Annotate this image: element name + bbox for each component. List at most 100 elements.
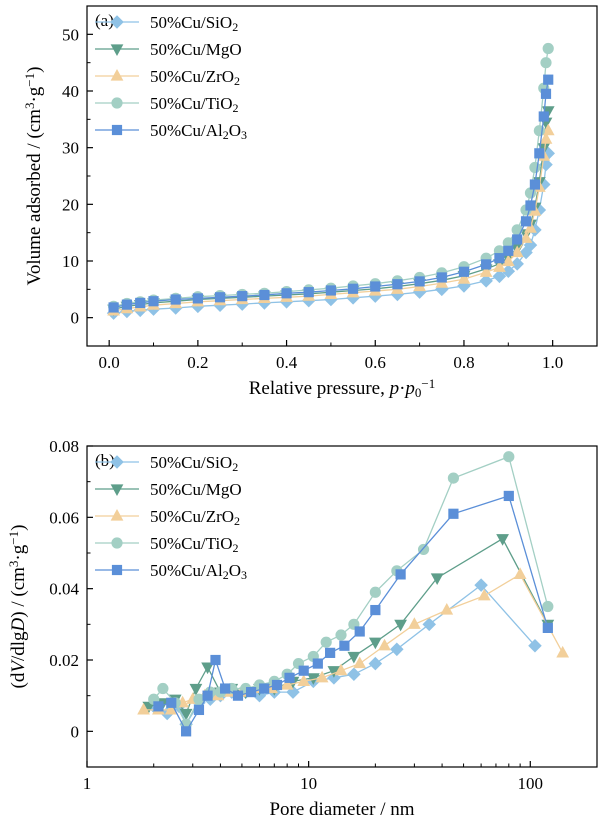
data-point [481,259,492,270]
legend-label: 50%Cu/Al2O3 [150,121,247,142]
data-point [214,292,226,303]
data-point [334,663,348,676]
data-point [368,637,382,650]
legend-marker [110,68,124,81]
legend-marker [111,97,123,109]
x-tick-label: 10 [300,774,317,793]
legend-marker [111,537,123,549]
data-point [414,276,425,287]
legend-marker [111,564,123,576]
data-point [312,658,323,669]
y-tick-label: 0 [71,722,80,741]
data-point [477,588,491,601]
data-point [347,651,361,664]
data-point [192,293,203,304]
data-point [458,266,470,277]
legend-item-2: 50%Cu/ZrO2 [95,67,240,88]
y-axis-title: (dV/dlgD) / (cm3·g−1) [6,525,29,689]
data-point [370,281,381,292]
data-point [520,216,532,227]
legend-label: 50%Cu/TiO2 [150,94,239,115]
data-point [181,726,192,737]
data-point [422,617,436,632]
data-point [354,626,365,637]
data-point [543,74,554,85]
y-tick-label: 0.06 [49,508,79,527]
data-point [417,543,430,556]
data-point [512,234,523,245]
x-tick-label: 100 [518,774,544,793]
y-tick-label: 30 [62,139,79,158]
panel-label: (b) [95,451,115,470]
legend-label: 50%Cu/MgO [150,480,242,499]
data-point [259,289,270,301]
data-point [325,285,337,296]
data-point [525,200,536,211]
data-point [542,42,554,55]
data-point [390,642,404,657]
x-tick-label: 0.8 [453,353,474,372]
series-line [158,495,549,733]
data-point [368,656,383,671]
plot-frame [86,445,598,768]
data-point [538,111,549,122]
data-point [528,638,542,653]
panel-label: (a) [95,11,114,30]
data-point [193,704,205,716]
data-point [297,674,311,686]
data-point [479,274,493,288]
legend-item-2: 50%Cu/ZrO2 [95,507,240,528]
data-point [503,245,514,256]
data-point [540,57,552,69]
data-point [408,617,421,629]
y-tick-label: 0 [71,309,80,328]
legend-marker [110,484,124,497]
data-point [539,132,553,144]
data-point [347,667,361,682]
x-tick-label: 0.6 [365,353,386,372]
data-point [493,260,506,272]
data-point [542,622,553,634]
y-tick-label: 0.04 [49,580,79,599]
data-point [436,272,447,283]
data-point [271,679,283,691]
y-axis-title: Volume adsorbed / (cm3·g−1) [22,67,45,286]
data-point [492,269,507,284]
series-4 [108,74,554,313]
series-4 [153,490,553,737]
data-point [501,254,515,267]
data-point [395,569,406,580]
data-point [474,578,488,592]
data-point [281,288,292,299]
legend-item-0: 50%Cu/SiO2 [95,453,238,474]
data-point [339,640,350,651]
data-point [137,702,150,715]
legend-item-1: 50%Cu/MgO [95,480,242,499]
data-point [245,687,257,698]
data-point [510,257,524,271]
data-point [201,662,214,675]
data-point [494,253,505,264]
data-point [237,291,248,302]
data-point [135,297,146,309]
y-tick-label: 10 [62,252,79,271]
legend-item-0: 50%Cu/SiO2 [95,13,238,34]
legend-label: 50%Cu/TiO2 [150,534,239,555]
data-point [440,603,454,615]
data-point [430,573,444,585]
data-point [284,672,295,683]
data-point [378,638,391,651]
legend-label: 50%Cu/Al2O3 [150,561,247,582]
data-point [534,148,545,159]
legend-label: 50%Cu/MgO [150,40,242,59]
y-tick-label: 50 [62,25,79,44]
data-point [369,586,381,598]
data-point [315,670,329,683]
legend-item-3: 50%Cu/TiO2 [95,534,239,555]
data-point [457,272,471,284]
data-point [392,279,403,290]
data-point [259,683,270,694]
x-axis-title: Pore diameter / nm [269,799,414,819]
data-point [479,265,493,277]
x-tick-label: 1.0 [542,353,563,372]
